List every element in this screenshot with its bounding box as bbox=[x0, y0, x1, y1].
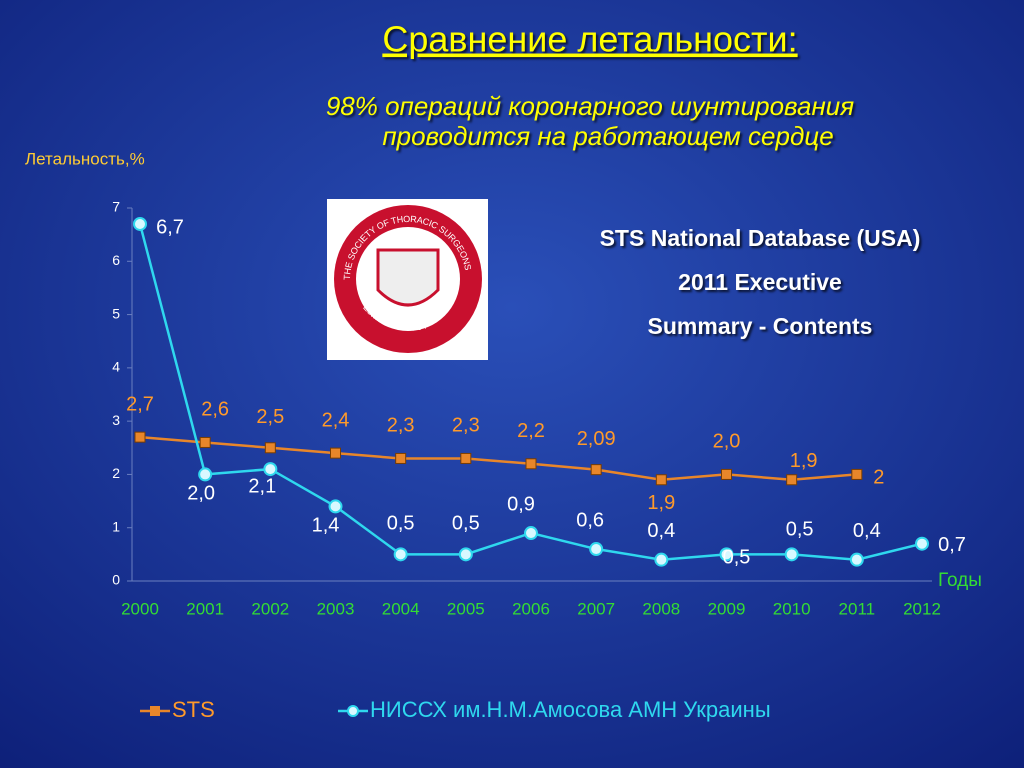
value-label: 1,4 bbox=[312, 515, 340, 537]
point bbox=[915, 536, 929, 551]
subtitle: 98% операций коронарного шунтирования bbox=[326, 91, 854, 121]
y-tick-label: 1 bbox=[112, 518, 120, 534]
x-axis-label: Годы bbox=[938, 570, 982, 591]
subtitle: проводится на работающем сердце bbox=[382, 121, 833, 151]
point bbox=[264, 442, 276, 454]
y-tick-label: 5 bbox=[112, 305, 120, 321]
point bbox=[525, 458, 537, 470]
value-label: 2,0 bbox=[713, 431, 741, 453]
point bbox=[851, 468, 863, 480]
legend-label: STS bbox=[172, 697, 215, 722]
value-label: 0,5 bbox=[786, 519, 814, 541]
y-tick-label: 7 bbox=[112, 199, 120, 215]
x-tick-label: 2008 bbox=[642, 599, 680, 618]
x-tick-label: 2004 bbox=[382, 599, 420, 618]
y-tick-label: 4 bbox=[112, 359, 120, 375]
legend-marker bbox=[150, 706, 160, 716]
x-tick-label: 2010 bbox=[773, 599, 811, 618]
y-tick-label: 2 bbox=[112, 465, 120, 481]
value-label: 2,4 bbox=[322, 409, 350, 431]
x-tick-label: 2003 bbox=[317, 599, 355, 618]
value-label: 2,09 bbox=[577, 428, 616, 450]
value-label: 0,5 bbox=[452, 513, 480, 535]
value-label: 2 bbox=[873, 467, 884, 489]
legend-label: НИССХ им.Н.М.Амосова АМН Украины bbox=[370, 697, 771, 722]
value-label: 2,7 bbox=[126, 393, 154, 415]
point bbox=[395, 452, 407, 464]
logo-shield bbox=[376, 248, 440, 307]
point bbox=[330, 447, 341, 459]
point bbox=[589, 542, 604, 557]
value-label: 2,6 bbox=[201, 399, 229, 421]
value-label: 2,3 bbox=[387, 415, 415, 437]
point bbox=[134, 431, 146, 443]
x-tick-label: 2001 bbox=[186, 599, 224, 618]
x-tick-label: 2000 bbox=[121, 599, 159, 618]
title: Сравнение летальности: bbox=[382, 19, 797, 60]
x-tick-label: 2012 bbox=[903, 599, 941, 618]
point bbox=[263, 462, 278, 477]
x-tick-label: 2006 bbox=[512, 599, 550, 618]
x-tick-label: 2011 bbox=[839, 599, 876, 618]
point bbox=[524, 526, 538, 541]
value-label: 0,5 bbox=[387, 513, 415, 535]
point bbox=[590, 464, 602, 476]
x-tick-label: 2005 bbox=[447, 599, 485, 618]
value-label: 6,7 bbox=[156, 216, 184, 238]
point bbox=[655, 474, 667, 486]
value-label: 0,4 bbox=[853, 520, 881, 542]
value-label: 1,9 bbox=[790, 450, 818, 472]
value-label: 0,5 bbox=[723, 547, 751, 569]
point bbox=[654, 552, 669, 567]
point bbox=[849, 552, 864, 567]
value-label: 0,7 bbox=[938, 534, 966, 556]
point bbox=[458, 547, 473, 562]
annotation: Summary - Contents bbox=[648, 313, 873, 339]
annotation: STS National Database (USA) bbox=[600, 225, 921, 251]
point bbox=[133, 216, 147, 231]
x-tick-label: 2009 bbox=[708, 599, 746, 618]
x-tick-label: 2007 bbox=[577, 599, 615, 618]
series-line bbox=[139, 435, 857, 482]
point bbox=[460, 452, 472, 464]
value-label: 0,4 bbox=[647, 520, 675, 542]
point bbox=[199, 436, 211, 448]
value-label: 2,5 bbox=[256, 406, 284, 428]
y-axis-label: Летальность,% bbox=[25, 149, 145, 168]
value-label: 0,6 bbox=[576, 509, 604, 531]
point bbox=[393, 547, 408, 562]
value-label: 0,9 bbox=[507, 493, 535, 515]
annotation: 2011 Executive bbox=[678, 269, 842, 295]
x-tick-label: 2002 bbox=[251, 599, 289, 618]
y-tick-label: 0 bbox=[112, 572, 120, 588]
value-label: 1,9 bbox=[647, 492, 675, 514]
value-label: 2,1 bbox=[248, 475, 276, 497]
logo: THE SOCIETY OF THORACIC SURGEONS Establi… bbox=[327, 199, 488, 360]
point bbox=[786, 474, 798, 486]
value-label: 2,0 bbox=[187, 483, 215, 505]
point bbox=[719, 547, 734, 562]
value-label: 2,3 bbox=[452, 415, 480, 437]
point bbox=[328, 499, 343, 514]
point bbox=[784, 547, 799, 562]
y-tick-label: 3 bbox=[112, 412, 120, 428]
point bbox=[721, 468, 732, 480]
point bbox=[198, 467, 213, 482]
value-label: 2,2 bbox=[517, 420, 545, 442]
legend-marker bbox=[347, 705, 359, 717]
y-tick-label: 6 bbox=[112, 252, 120, 268]
